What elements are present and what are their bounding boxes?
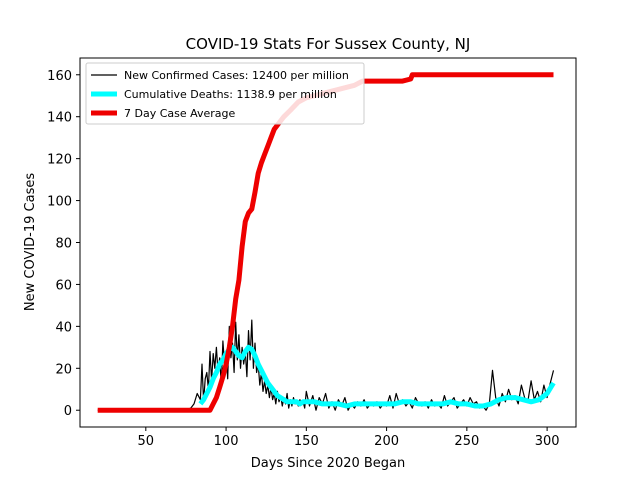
x-axis-label: Days Since 2020 Began — [251, 456, 406, 471]
y-tick-label: 20 — [55, 362, 72, 377]
x-tick-label: 200 — [374, 434, 399, 449]
y-tick-label: 100 — [47, 195, 72, 210]
legend-entry-label: 7 Day Case Average — [124, 107, 236, 120]
x-tick-label: 150 — [294, 434, 319, 449]
legend-box — [85, 62, 365, 125]
plot-area — [97, 72, 556, 413]
axis-ticks: 50 100 150 200 250 300 0 20 40 60 80 100 120 140 160 — [47, 69, 559, 449]
y-tick-label: 160 — [47, 69, 72, 84]
series-line-1 — [198, 344, 556, 409]
legend-entry-label: Cumulative Deaths: 1138.9 per million — [124, 88, 337, 101]
y-tick-label: 40 — [55, 320, 72, 335]
y-tick-label: 140 — [47, 111, 72, 126]
x-tick-label: 100 — [214, 434, 239, 449]
legend-entry-label: New Confirmed Cases: 12400 per million — [124, 69, 349, 82]
y-tick-label: 0 — [64, 404, 72, 419]
x-tick-label: 300 — [535, 434, 560, 449]
y-tick-label: 60 — [55, 278, 72, 293]
series-line-2 — [97, 72, 554, 413]
y-tick-label: 80 — [55, 237, 72, 252]
y-axis-label: New COVID-19 Cases — [23, 173, 38, 311]
chart-title: COVID-19 Stats For Sussex County, NJ — [186, 35, 471, 53]
x-tick-label: 250 — [454, 434, 479, 449]
x-tick-label: 50 — [138, 434, 155, 449]
series-line-0 — [97, 319, 555, 411]
y-tick-label: 120 — [47, 153, 72, 168]
legend: New Confirmed Cases: 12400 per million Cu… — [85, 62, 365, 125]
